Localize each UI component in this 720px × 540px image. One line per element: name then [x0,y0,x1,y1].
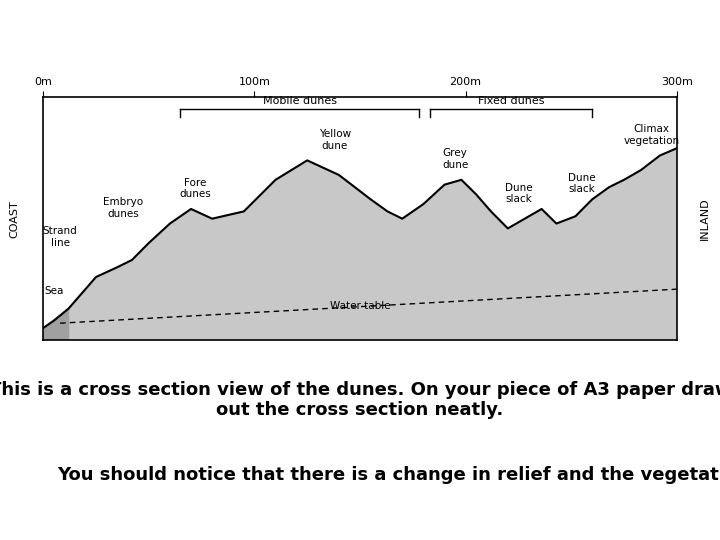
Text: Sea: Sea [44,286,63,296]
Text: Grey
dune: Grey dune [442,148,468,170]
Text: Biosphere: Biosphere [11,55,108,74]
Text: Embryo
dunes: Embryo dunes [104,197,143,219]
Text: Strand
line: Strand line [42,226,78,248]
Text: This is a cross section view of the dunes. On your piece of A3 paper draw
out th: This is a cross section view of the dune… [0,381,720,420]
Polygon shape [43,148,677,340]
Text: Fore
dunes: Fore dunes [179,178,211,199]
Text: Mobile dunes: Mobile dunes [263,96,337,106]
Text: COAST: COAST [9,200,19,238]
Polygon shape [43,308,68,340]
Text: You should notice that there is a change in relief and the vegetation: You should notice that there is a change… [58,466,720,484]
Text: Climax
vegetation: Climax vegetation [624,124,680,146]
Text: Yellow
dune: Yellow dune [318,129,351,151]
Text: Water table: Water table [330,301,390,311]
Text: Fixed dunes: Fixed dunes [478,96,544,106]
Text: Dune
slack: Dune slack [505,183,532,204]
Text: Geography: Geography [11,23,181,51]
Text: INLAND: INLAND [701,198,711,240]
Text: Dune
slack: Dune slack [568,173,595,194]
